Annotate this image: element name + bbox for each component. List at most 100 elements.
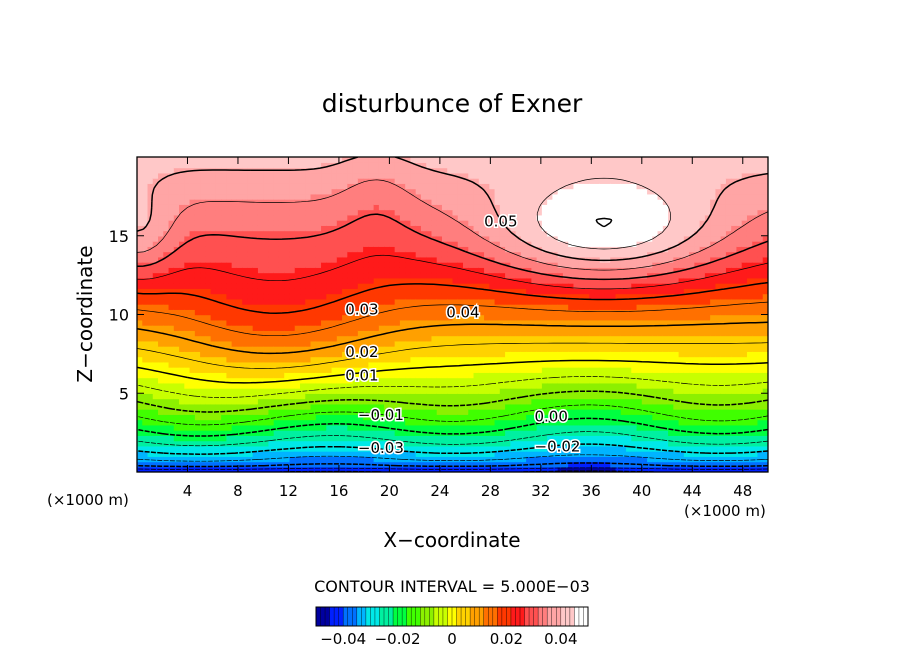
field-cell bbox=[215, 172, 222, 179]
field-cell bbox=[368, 235, 375, 242]
field-cell bbox=[215, 393, 222, 400]
field-cell bbox=[441, 388, 448, 394]
field-cell bbox=[552, 461, 559, 468]
field-cell bbox=[536, 225, 543, 232]
field-cell bbox=[137, 367, 143, 373]
field-cell bbox=[394, 251, 401, 258]
field-cell bbox=[484, 419, 491, 426]
field-cell bbox=[200, 419, 207, 426]
field-cell bbox=[541, 304, 548, 310]
field-cell bbox=[336, 157, 343, 163]
field-cell bbox=[142, 435, 149, 442]
field-cell bbox=[473, 424, 480, 431]
field-cell bbox=[452, 372, 459, 379]
field-cell bbox=[142, 314, 149, 321]
field-cell bbox=[536, 304, 543, 310]
field-cell bbox=[489, 277, 496, 284]
field-cell bbox=[494, 214, 501, 221]
field-cell bbox=[352, 451, 359, 457]
field-cell bbox=[200, 246, 207, 253]
field-cell bbox=[352, 414, 359, 421]
field-cell bbox=[394, 314, 401, 321]
field-cell bbox=[436, 220, 443, 226]
field-cell bbox=[215, 330, 222, 337]
field-cell bbox=[315, 188, 322, 195]
field-cell bbox=[552, 319, 559, 326]
field-cell bbox=[147, 277, 154, 284]
field-cell bbox=[242, 246, 249, 253]
field-cell bbox=[231, 340, 238, 347]
field-cell bbox=[363, 225, 370, 232]
field-cell bbox=[294, 456, 301, 463]
field-cell bbox=[331, 456, 338, 463]
field-cell bbox=[242, 178, 249, 184]
field-cell bbox=[357, 246, 364, 253]
field-cell bbox=[441, 367, 448, 373]
field-cell bbox=[221, 351, 228, 358]
field-cell bbox=[494, 409, 501, 415]
field-cell bbox=[268, 356, 275, 363]
field-cell bbox=[226, 225, 233, 232]
field-cell bbox=[342, 356, 349, 363]
field-cell bbox=[142, 293, 149, 300]
field-cell bbox=[384, 241, 391, 247]
field-cell bbox=[342, 214, 349, 221]
field-cell bbox=[252, 220, 259, 226]
field-cell bbox=[499, 283, 506, 289]
field-cell bbox=[368, 277, 375, 284]
field-cell bbox=[342, 388, 349, 394]
field-cell bbox=[242, 356, 249, 363]
field-cell bbox=[179, 220, 186, 226]
field-cell bbox=[257, 414, 264, 421]
field-cell bbox=[179, 456, 186, 463]
field-cell bbox=[378, 204, 385, 211]
field-cell bbox=[184, 293, 191, 300]
field-cell bbox=[531, 241, 538, 247]
field-cell bbox=[278, 188, 285, 195]
field-cell bbox=[394, 288, 401, 295]
field-cell bbox=[215, 178, 222, 184]
field-cell bbox=[368, 293, 375, 300]
field-cell bbox=[389, 298, 396, 305]
field-cell bbox=[294, 451, 301, 457]
field-cell bbox=[399, 267, 406, 274]
field-cell bbox=[499, 272, 506, 279]
field-cell bbox=[394, 340, 401, 347]
field-cell bbox=[526, 403, 533, 410]
field-cell bbox=[363, 440, 370, 447]
field-cell bbox=[510, 277, 517, 284]
field-cell bbox=[431, 414, 438, 421]
field-cell bbox=[463, 393, 469, 400]
field-cell bbox=[557, 445, 564, 452]
field-cell bbox=[210, 298, 217, 305]
field-cell bbox=[173, 361, 180, 368]
field-cell bbox=[273, 367, 280, 373]
field-cell bbox=[294, 424, 301, 431]
field-cell bbox=[336, 335, 343, 342]
field-cell bbox=[137, 330, 143, 337]
field-cell bbox=[499, 183, 506, 190]
field-cell bbox=[468, 183, 475, 190]
field-cell bbox=[426, 451, 433, 457]
field-cell bbox=[336, 319, 343, 326]
field-cell bbox=[552, 377, 559, 384]
field-cell bbox=[468, 256, 475, 263]
field-cell bbox=[526, 372, 533, 379]
field-cell bbox=[215, 251, 222, 258]
field-cell bbox=[236, 246, 243, 253]
field-cell bbox=[189, 340, 196, 347]
field-cell bbox=[363, 220, 370, 226]
field-cell bbox=[247, 309, 254, 316]
field-cell bbox=[357, 372, 364, 379]
field-cell bbox=[226, 414, 233, 421]
field-cell bbox=[173, 351, 180, 358]
field-cell bbox=[378, 283, 385, 289]
field-cell bbox=[510, 372, 517, 379]
field-cell bbox=[373, 451, 380, 457]
field-cell bbox=[399, 372, 406, 379]
field-cell bbox=[515, 199, 522, 205]
field-cell bbox=[189, 214, 196, 221]
field-cell bbox=[147, 351, 154, 358]
field-cell bbox=[189, 356, 196, 363]
field-cell bbox=[489, 382, 496, 389]
